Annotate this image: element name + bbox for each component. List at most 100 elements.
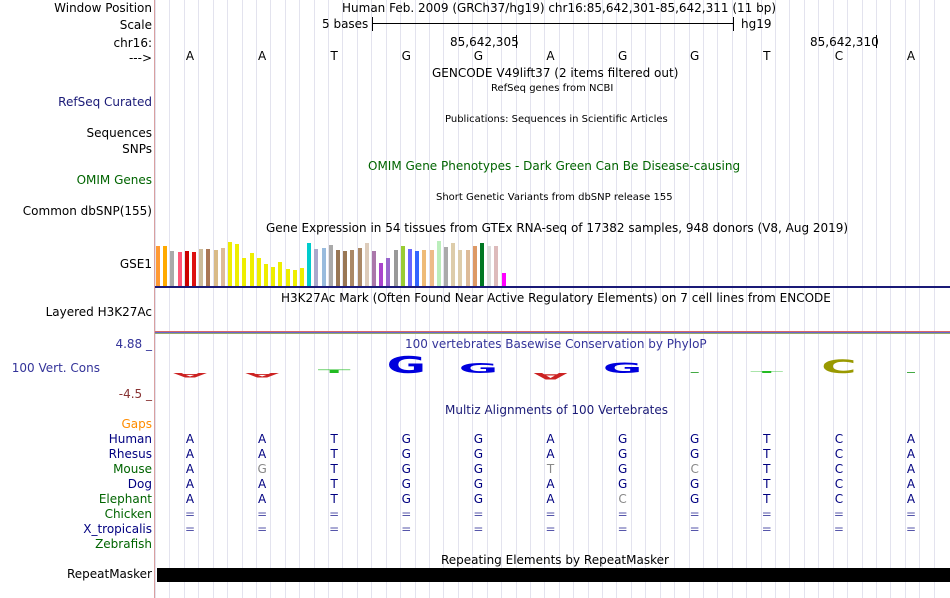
omim-title[interactable]: OMIM Gene Phenotypes - Dark Green Can Be… — [368, 159, 741, 173]
repeatmasker-element[interactable] — [157, 568, 950, 582]
repeatmasker-label[interactable]: RepeatMasker — [66, 567, 152, 581]
chrom-label[interactable]: chr16: — [113, 36, 152, 50]
publications-title[interactable]: Publications: Sequences in Scientific Ar… — [445, 114, 668, 125]
gtex-bar[interactable] — [271, 266, 276, 286]
dbsnp-label[interactable]: Common dbSNP(155) — [22, 204, 152, 218]
gtex-bar[interactable] — [386, 258, 391, 286]
gtex-bar[interactable] — [242, 258, 247, 286]
gtex-bar[interactable] — [379, 262, 384, 286]
gtex-bar[interactable] — [228, 241, 232, 286]
phylop-title[interactable]: 100 vertebrates Basewise Conservation by… — [405, 337, 707, 351]
alignment-base: A — [257, 492, 267, 506]
gtex-bar[interactable] — [206, 248, 211, 286]
gtex-bar[interactable] — [436, 240, 441, 286]
gtex-bar[interactable] — [249, 253, 254, 286]
grid-line — [443, 0, 445, 598]
gtex-bar[interactable] — [292, 269, 297, 286]
alignment-row: = = = = = = = = = = = — [155, 507, 950, 521]
gtex-bar[interactable] — [343, 251, 348, 286]
snps-label[interactable]: SNPs — [122, 142, 152, 156]
grid-line — [746, 0, 748, 598]
gtex-bar[interactable] — [285, 268, 290, 286]
gtex-bar[interactable] — [307, 242, 312, 286]
gtex-bar[interactable] — [494, 245, 499, 286]
gtex-bar[interactable] — [177, 252, 182, 286]
gtex-bar[interactable] — [192, 252, 196, 286]
species-label[interactable]: Dog — [127, 477, 152, 491]
h3k27ac-label[interactable]: Layered H3K27Ac — [45, 305, 152, 319]
species-label[interactable]: Rhesus — [108, 447, 152, 461]
gtex-bar[interactable] — [220, 247, 225, 286]
alignment-base: C — [834, 432, 844, 446]
gtex-bar[interactable] — [393, 249, 398, 286]
grid-line — [876, 0, 877, 598]
species-label[interactable]: Mouse — [113, 462, 152, 476]
gtex-bar[interactable] — [235, 243, 240, 286]
scale-label[interactable]: Scale — [119, 18, 152, 32]
omim-label[interactable]: OMIM Genes — [76, 173, 152, 187]
gtex-bar[interactable] — [487, 245, 492, 286]
gtex-bar[interactable] — [357, 247, 362, 286]
phylop-label[interactable]: 100 Vert. Cons — [11, 361, 100, 375]
gtex-bar[interactable] — [336, 250, 340, 286]
gtex-bar[interactable] — [408, 248, 412, 286]
gtex-bar[interactable] — [156, 245, 160, 286]
gtex-bar[interactable] — [415, 251, 420, 286]
gtex-bar[interactable] — [184, 251, 189, 286]
gtex-bar[interactable] — [429, 250, 434, 286]
gtex-bar[interactable] — [213, 249, 218, 286]
sequences-label[interactable]: Sequences — [86, 126, 152, 140]
gtex-bar[interactable] — [372, 251, 376, 286]
gtex-bar[interactable] — [256, 258, 261, 286]
gtex-bar[interactable] — [465, 249, 470, 286]
gtex-bar[interactable] — [300, 267, 304, 286]
gtex-bar[interactable] — [480, 242, 484, 286]
alignment-base: T — [546, 462, 555, 476]
gtex-bar[interactable] — [422, 249, 427, 286]
gtex-bar[interactable] — [501, 272, 506, 286]
alignment-base: A — [546, 477, 555, 491]
species-label[interactable]: Zebrafish — [95, 537, 152, 551]
gtex-title[interactable]: Gene Expression in 54 tissues from GTEx … — [266, 221, 849, 235]
gtex-bar[interactable] — [400, 245, 405, 286]
gaps-label[interactable]: Gaps — [121, 417, 152, 431]
gtex-bar[interactable] — [163, 245, 168, 286]
gtex-bar[interactable] — [170, 250, 175, 286]
grid-line — [544, 0, 546, 598]
gencode-title[interactable]: GENCODE V49lift37 (2 items filtered out) — [432, 66, 679, 80]
gtex-bar[interactable] — [314, 248, 319, 286]
gtex-bar[interactable] — [321, 247, 326, 286]
gtex-bar[interactable] — [458, 250, 463, 286]
alignment-base: A — [546, 447, 555, 461]
species-label[interactable]: Elephant — [98, 492, 152, 506]
gtex-bar-chart[interactable] — [155, 236, 555, 286]
alignment-base: A — [906, 492, 916, 506]
dbsnp-title[interactable]: Short Genetic Variants from dbSNP releas… — [436, 192, 673, 203]
gtex-bar[interactable] — [199, 249, 204, 286]
gtex-bar[interactable] — [328, 244, 333, 286]
window-position-label[interactable]: Window Position — [54, 1, 152, 15]
h3k27ac-title[interactable]: H3K27Ac Mark (Often Found Near Active Re… — [281, 291, 831, 305]
grid-line — [241, 0, 243, 598]
gtex-bar[interactable] — [278, 262, 283, 286]
gtex-bar[interactable] — [364, 242, 369, 286]
strand-label[interactable]: ---> — [128, 51, 152, 65]
grid-line — [486, 0, 488, 598]
multiz-title[interactable]: Multiz Alignments of 100 Vertebrates — [445, 403, 669, 417]
alignment-base: A — [185, 447, 195, 461]
alignment-base: A — [257, 432, 267, 446]
species-label[interactable]: Chicken — [104, 507, 152, 521]
gtex-bar[interactable] — [472, 245, 477, 286]
grid-line — [400, 0, 402, 598]
refseq-subtitle[interactable]: RefSeq genes from NCBI — [491, 83, 614, 94]
gtex-bar[interactable] — [264, 263, 268, 286]
gtex-bar[interactable] — [350, 249, 355, 286]
grid-line — [227, 0, 229, 598]
repeatmasker-title[interactable]: Repeating Elements by RepeatMasker — [441, 553, 669, 567]
refseq-label[interactable]: RefSeq Curated — [58, 95, 152, 109]
species-label[interactable]: X_tropicalis — [83, 522, 152, 536]
gtex-bar[interactable] — [451, 242, 456, 286]
gtex-bar[interactable] — [444, 246, 448, 286]
species-label[interactable]: Human — [108, 432, 152, 446]
gtex-label[interactable]: GSE1 — [119, 257, 152, 271]
